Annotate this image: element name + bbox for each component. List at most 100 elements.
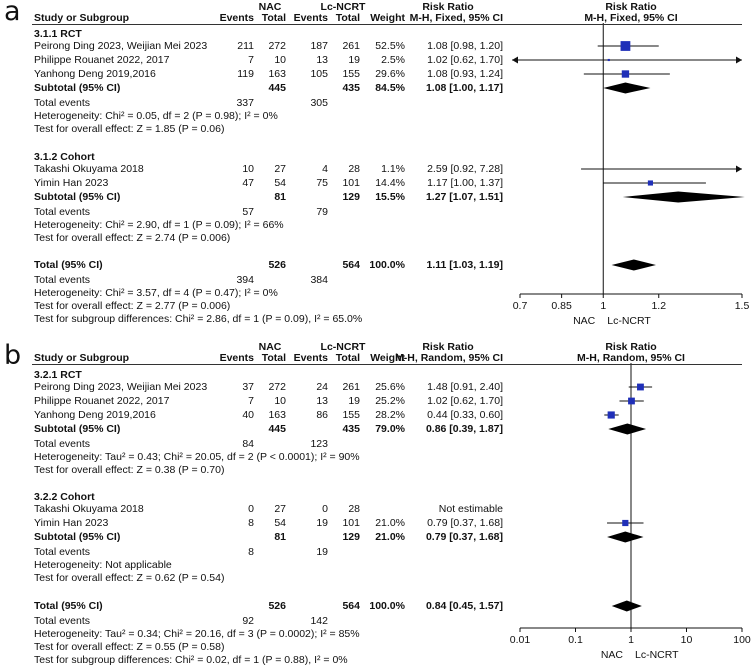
total-events-label: Total events (34, 97, 91, 109)
risk-ratio-ci-value: 1.02 [0.62, 1.70] (427, 395, 503, 407)
total-value: 101 (342, 177, 360, 189)
events-value: 10 (242, 163, 254, 175)
total-events-value: 19 (316, 546, 328, 558)
study-column-header: Study or Subgroup (34, 352, 130, 364)
events-value: 7 (248, 395, 254, 407)
x-tick-label: 0.01 (509, 634, 531, 646)
total-header: Total (261, 12, 286, 24)
risk-ratio-ci-value: 2.59 [0.92, 7.28] (427, 163, 503, 175)
favours-right-label: Lc-NCRT (607, 315, 651, 327)
subtotal-weight: 21.0% (375, 531, 405, 543)
events-value: 0 (248, 503, 254, 515)
grand-weight: 100.0% (369, 600, 405, 612)
total-value: 155 (342, 409, 360, 421)
group2-header: Lc-NCRT (320, 341, 366, 353)
risk-ratio-ci-value: 0.44 [0.33, 0.60] (427, 409, 503, 421)
subtotal-ci: 0.86 [0.39, 1.87] (425, 423, 503, 435)
subtotal-total: 81 (274, 531, 286, 543)
total-events-label: Total events (34, 438, 91, 450)
study-name: Yanhong Deng 2019,2016 (34, 68, 156, 80)
risk-ratio-ci-value: 1.08 [0.93, 1.24] (427, 68, 503, 80)
total-events-value: 79 (316, 206, 328, 218)
subtotal-total: 129 (342, 191, 360, 203)
panel-label: a (4, 0, 21, 27)
subtotal-label: Subtotal (95% CI) (34, 423, 121, 435)
ci-arrow-left (512, 56, 518, 64)
study-marker (620, 41, 631, 51)
subtotal-diamond (607, 531, 644, 543)
study-name: Takashi Okuyama 2018 (34, 503, 144, 515)
total-events-value: 57 (242, 206, 254, 218)
risk-ratio-ci-value: 0.79 [0.37, 1.68] (427, 517, 503, 529)
total-diamond (611, 259, 656, 271)
events-value: 105 (310, 68, 328, 80)
x-tick-label: 0.1 (568, 634, 583, 646)
heterogeneity-text: Heterogeneity: Not applicable (34, 559, 172, 571)
subgroup-difference-text: Test for subgroup differences: Chi² = 2.… (34, 313, 363, 325)
events-value: 8 (248, 517, 254, 529)
risk-ratio-ci-value: Not estimable (438, 503, 503, 515)
rr-method-plot-header: M-H, Random, 95% CI (577, 352, 685, 364)
total-value: 19 (348, 54, 360, 66)
grand-weight: 100.0% (369, 259, 405, 271)
group1-header: NAC (258, 1, 282, 13)
subtotal-total: 435 (342, 82, 360, 94)
header-divider (32, 24, 742, 25)
total-value: 163 (268, 68, 286, 80)
ci-arrow-right (736, 56, 742, 64)
study-marker (647, 180, 653, 186)
total-value: 27 (274, 503, 286, 515)
weight-value: 25.6% (375, 381, 405, 393)
study-marker (607, 58, 610, 62)
grand-ci: 0.84 [0.45, 1.57] (425, 600, 503, 612)
heterogeneity-text: Heterogeneity: Tau² = 0.34; Chi² = 20.16… (34, 628, 360, 640)
subtotal-total: 435 (342, 423, 360, 435)
total-header: Total (261, 352, 286, 364)
subtotal-total: 129 (342, 531, 360, 543)
total-events-value: 8 (248, 546, 254, 558)
subtotal-weight: 79.0% (375, 423, 405, 435)
x-tick-label: 0.85 (551, 300, 572, 312)
subtotal-ci: 1.27 [1.07, 1.51] (425, 191, 503, 203)
subtotal-total: 81 (274, 191, 286, 203)
rr-method-header: M-H, Fixed, 95% CI (409, 12, 503, 24)
total-events-label: Total events (34, 615, 91, 627)
events-value: 24 (316, 381, 328, 393)
total-diamond (611, 600, 642, 612)
favours-left-label: NAC (600, 649, 623, 661)
heterogeneity-text: Heterogeneity: Tau² = 0.43; Chi² = 20.05… (34, 451, 360, 463)
risk-ratio-ci-value: 1.08 [0.98, 1.20] (427, 40, 503, 52)
events-value: 119 (237, 68, 254, 80)
study-name: Peirong Ding 2023, Weijian Mei 2023 (34, 40, 208, 52)
events-value: 13 (316, 395, 328, 407)
events-value: 0 (322, 503, 328, 515)
total-value: 261 (342, 40, 360, 52)
subtotal-weight: 15.5% (375, 191, 405, 203)
grand-total: 564 (342, 600, 360, 612)
subtotal-total: 445 (268, 82, 286, 94)
overall-effect-text: Test for overall effect: Z = 0.55 (P = 0… (34, 641, 225, 653)
events-value: 75 (316, 177, 328, 189)
total-events-label: Total events (34, 274, 91, 286)
events-value: 4 (322, 163, 328, 175)
rr-method-plot-header: M-H, Fixed, 95% CI (584, 12, 678, 24)
study-name: Philippe Rouanet 2022, 2017 (34, 54, 170, 66)
grand-total: 564 (342, 259, 360, 271)
rr-method-header: M-H, Random, 95% CI (395, 352, 503, 364)
subgroup-title: 3.2.2 Cohort (34, 491, 95, 503)
events-value: 86 (316, 409, 328, 421)
total-value: 261 (342, 381, 360, 393)
subtotal-total: 445 (268, 423, 286, 435)
weight-value: 28.2% (375, 409, 405, 421)
risk-ratio-header: Risk Ratio (422, 341, 474, 353)
total-events-value: 84 (242, 438, 254, 450)
grand-total: 526 (268, 600, 286, 612)
subtotal-diamond (622, 191, 745, 203)
subtotal-ci: 0.79 [0.37, 1.68] (425, 531, 503, 543)
x-tick-label: 10 (680, 634, 693, 646)
x-tick-label: 1 (628, 634, 634, 646)
total-value: 28 (348, 163, 360, 175)
subtotal-label: Subtotal (95% CI) (34, 531, 121, 543)
